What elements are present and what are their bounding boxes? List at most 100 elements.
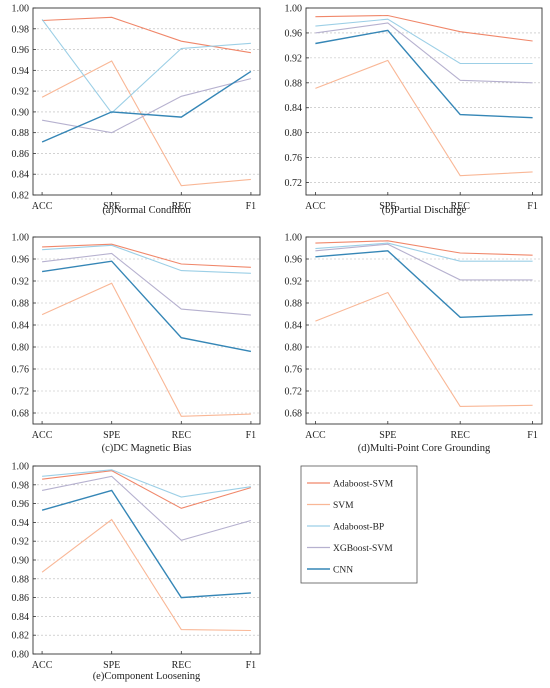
series-line-cnn — [315, 29, 533, 119]
series-line-svm — [41, 60, 251, 187]
x-tick-label: SPE — [103, 430, 120, 441]
series-line-cnn — [315, 250, 533, 319]
y-tick-label: 0.96 — [285, 255, 303, 266]
y-tick-label: 0.80 — [12, 343, 30, 354]
x-tick-label: F1 — [527, 430, 538, 441]
y-tick-label: 0.92 — [12, 537, 30, 548]
y-tick-label: 0.80 — [285, 128, 303, 139]
y-tick-label: 0.82 — [12, 631, 30, 642]
series-line-adaboost-svm — [315, 240, 533, 256]
panel-caption: (b)Partial Discharge — [382, 205, 467, 216]
series-line-adaboost-bp — [315, 242, 533, 262]
series-line-adaboost-svm — [42, 470, 252, 509]
series-line-svm — [41, 518, 251, 632]
series-line-svm — [315, 59, 533, 177]
series-line-adaboost-bp — [41, 19, 251, 114]
x-tick-label: REC — [172, 201, 192, 212]
x-tick-label: F1 — [246, 201, 257, 212]
plot-frame — [305, 236, 543, 425]
series-line-xgboost-svm — [42, 252, 251, 316]
y-tick-label: 0.84 — [285, 321, 303, 332]
y-tick-label: 0.84 — [12, 612, 30, 623]
legend: Adaboost-SVM SVM Adaboost-BP XGBoost-SVM CNN — [300, 465, 418, 584]
y-tick-label: 0.98 — [12, 480, 30, 491]
plot-frame — [32, 465, 261, 655]
x-tick-label: SPE — [103, 660, 120, 671]
x-tick-label: SPE — [103, 201, 120, 212]
plot-frame — [32, 7, 261, 196]
legend-frame — [300, 465, 418, 584]
y-tick-label: 0.88 — [285, 299, 303, 310]
y-tick-label: 0.94 — [12, 66, 30, 77]
x-tick-label: REC — [450, 201, 470, 212]
y-tick-label: 1.00 — [12, 233, 30, 244]
plot-frame — [305, 7, 543, 196]
chart-panel-3: 0.68 0.72 0.76 0.80 0.84 0.88 0.92 0.96 1.00 ACC S… — [12, 233, 261, 454]
y-tick-label: 0.96 — [12, 499, 30, 510]
chart-panel-5: 0.80 0.82 0.84 0.86 0.88 0.90 0.92 0.94 0.96 0.98… — [12, 462, 261, 682]
y-tick-label: 0.88 — [285, 78, 303, 89]
y-tick-label: 1.00 — [285, 4, 303, 15]
x-tick-label: ACC — [32, 201, 53, 212]
y-tick-label: 0.72 — [285, 387, 303, 398]
y-tick-label: 0.76 — [285, 153, 303, 164]
x-tick-label: ACC — [32, 430, 53, 441]
y-tick-label: 0.76 — [12, 365, 30, 376]
y-tick-label: 0.90 — [12, 556, 30, 567]
y-tick-label: 0.80 — [285, 343, 303, 354]
legend-label-cnn: CNN — [333, 566, 353, 576]
legend-label-adaboost-bp: Adaboost-BP — [333, 523, 384, 533]
x-tick-label: ACC — [32, 660, 53, 671]
y-tick-label: 0.68 — [12, 409, 30, 420]
y-tick-label: 0.94 — [12, 518, 30, 529]
panel-caption: (c)DC Magnetic Bias — [102, 443, 192, 454]
x-tick-label: REC — [172, 660, 192, 671]
y-tick-label: 0.90 — [12, 107, 30, 118]
y-tick-label: 0.84 — [12, 170, 30, 181]
legend-label-adaboost-svm: Adaboost-SVM — [333, 480, 394, 490]
y-tick-label: 0.80 — [12, 650, 30, 661]
y-tick-label: 0.82 — [12, 191, 30, 202]
y-tick-label: 1.00 — [12, 462, 30, 473]
y-tick-label: 0.88 — [12, 574, 30, 585]
legend-label-xgboost-svm: XGBoost-SVM — [333, 544, 393, 554]
series-line-cnn — [41, 260, 252, 353]
series-line-adaboost-svm — [42, 16, 251, 54]
y-tick-label: 0.72 — [12, 387, 30, 398]
x-tick-label: ACC — [305, 430, 326, 441]
y-tick-label: 0.84 — [12, 321, 30, 332]
series-line-xgboost-svm — [41, 475, 252, 541]
chart-panel-2: 0.72 0.76 0.80 0.84 0.88 0.92 0.96 1.00 ACC SPE RE… — [285, 4, 543, 216]
y-tick-label: 0.84 — [285, 103, 303, 114]
y-tick-label: 0.88 — [12, 299, 30, 310]
series-line-adaboost-bp — [315, 18, 533, 65]
x-tick-label: SPE — [379, 430, 396, 441]
x-tick-label: F1 — [246, 660, 257, 671]
x-tick-label: ACC — [305, 201, 326, 212]
series-line-xgboost-svm — [42, 78, 252, 134]
y-tick-label: 0.92 — [12, 87, 30, 98]
y-tick-label: 0.92 — [285, 53, 303, 64]
chart-panel-4: 0.68 0.72 0.76 0.80 0.84 0.88 0.92 0.96 1.00 ACC S… — [285, 233, 543, 454]
series-line-xgboost-svm — [315, 22, 533, 84]
panel-caption: (a)Normal Condition — [102, 205, 191, 216]
plot-frame — [32, 236, 261, 425]
series-line-xgboost-svm — [315, 243, 533, 281]
y-tick-label: 0.86 — [12, 149, 30, 160]
y-tick-label: 0.86 — [12, 593, 30, 604]
y-tick-label: 0.92 — [285, 277, 303, 288]
series-line-svm — [315, 291, 533, 407]
y-tick-label: 0.96 — [285, 28, 303, 39]
y-tick-label: 0.92 — [12, 277, 30, 288]
legend-label-svm: SVM — [333, 501, 354, 511]
y-tick-label: 1.00 — [285, 233, 303, 244]
series-line-adaboost-bp — [42, 469, 251, 498]
y-tick-label: 0.98 — [12, 24, 30, 35]
x-tick-label: F1 — [246, 430, 257, 441]
y-tick-label: 0.68 — [285, 409, 303, 420]
y-tick-label: 0.96 — [12, 255, 30, 266]
x-tick-label: SPE — [379, 201, 396, 212]
series-line-adaboost-svm — [315, 14, 533, 42]
panel-caption: (d)Multi-Point Core Grounding — [358, 443, 491, 454]
